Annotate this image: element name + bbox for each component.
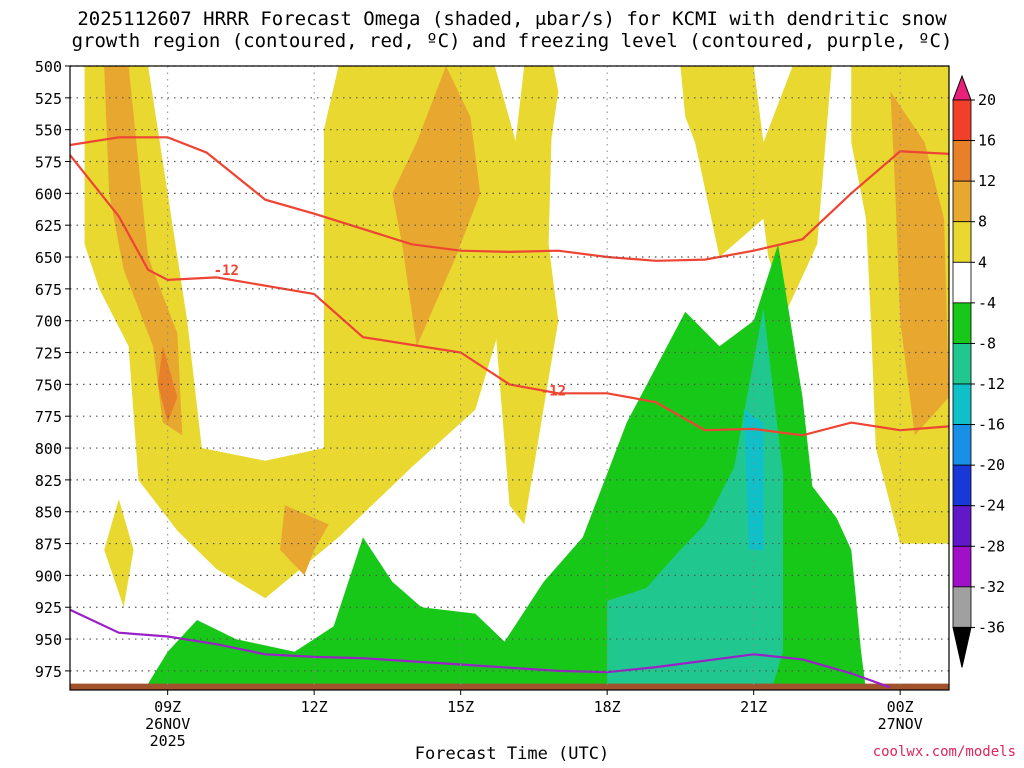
colorbar-segment — [952, 261, 972, 304]
omega-region-7 — [280, 505, 329, 576]
y-tick-label: 875 — [35, 536, 62, 554]
colorbar-segment — [952, 505, 972, 547]
y-tick-label: 675 — [35, 281, 62, 299]
omega-region-6 — [392, 66, 481, 347]
colorbar-label: 4 — [978, 253, 987, 271]
dgz-upper-contour — [70, 136, 949, 262]
ground-strip — [70, 683, 949, 690]
colorbar-label: -24 — [978, 497, 1005, 515]
y-tick-label: 725 — [35, 345, 62, 363]
colorbar-label: -16 — [978, 416, 1005, 434]
x-tick-label: 00Z — [887, 698, 914, 716]
y-tick-label: 825 — [35, 472, 62, 490]
y-tick-label: 925 — [35, 599, 62, 617]
omega-region-5 — [104, 66, 183, 436]
colorbar-segment — [952, 464, 972, 507]
omega-region-1 — [494, 66, 559, 525]
colorbar-segment — [952, 140, 972, 182]
colorbar-label: 16 — [978, 132, 996, 150]
y-tick-label: 575 — [35, 154, 62, 172]
colorbar-segment — [952, 545, 972, 588]
colorbar-label: -36 — [978, 618, 1005, 636]
omega-region-11 — [607, 308, 783, 684]
chart-title: 2025112607 HRRR Forecast Omega (shaded, … — [0, 8, 1024, 52]
x-tick-label: 15Z — [447, 698, 474, 716]
y-tick-label: 750 — [35, 376, 62, 394]
colorbar-label: 12 — [978, 172, 996, 190]
dgz-contour-label: -12 — [214, 263, 239, 279]
dgz-contour-label: -12 — [541, 384, 566, 400]
y-tick-label: 625 — [35, 217, 62, 235]
y-tick-label: 525 — [35, 90, 62, 108]
y-tick-label: 775 — [35, 408, 62, 426]
omega-region-8 — [890, 91, 949, 436]
omega-region-3 — [680, 66, 832, 308]
title-line-1: 2025112607 HRRR Forecast Omega (shaded, … — [77, 8, 947, 30]
colorbar-segment — [952, 586, 972, 628]
colorbar-segment — [952, 343, 972, 385]
plot-frame — [69, 65, 950, 691]
colorbar-label: 8 — [978, 213, 987, 231]
colorbar-segment — [952, 221, 972, 263]
colorbar-label: -12 — [978, 375, 1005, 393]
colorbar-label: -32 — [978, 578, 1005, 596]
y-tick-label: 800 — [35, 440, 62, 458]
colorbar-top-arrow — [952, 74, 972, 101]
y-tick-label: 850 — [35, 504, 62, 522]
colorbar-label: -20 — [978, 456, 1005, 474]
colorbar-segment — [952, 302, 972, 344]
x-tick-date: 26NOV — [145, 715, 190, 733]
y-tick-label: 900 — [35, 567, 62, 585]
colorbar: 20 16 12 8 4 -4 -8 -12 -16 -20 -24 -28 -32 -36 — [952, 74, 1005, 668]
colorbar-bottom-arrow — [952, 626, 972, 668]
x-tick-label: 18Z — [594, 698, 621, 716]
x-tick-label: 21Z — [740, 698, 767, 716]
y-tick-label: 700 — [35, 313, 62, 331]
grid — [70, 65, 949, 690]
y-tick-label: 650 — [35, 249, 62, 267]
colorbar-label: -28 — [978, 537, 1005, 555]
colorbar-label: 20 — [978, 91, 996, 109]
y-tick-label: 950 — [35, 631, 62, 649]
y-tick-label: 975 — [35, 663, 62, 681]
plot-area: -12 -12 — [70, 65, 949, 690]
colorbar-segment — [952, 180, 972, 223]
y-tick-label: 600 — [35, 185, 62, 203]
colorbar-segment — [952, 99, 972, 141]
omega-region-2 — [104, 499, 134, 608]
x-tick-date: 27NOV — [878, 715, 923, 733]
colorbar-segment — [952, 383, 972, 425]
colorbar-label: -8 — [978, 334, 996, 352]
title-line-2: growth region (contoured, red, ºC) and f… — [71, 30, 953, 52]
colorbar-label: -4 — [978, 294, 996, 312]
y-tick-label: 550 — [35, 122, 62, 140]
colorbar-segment — [952, 424, 972, 466]
y-tick-label: 500 — [35, 58, 62, 76]
axes: 500 525 550 575 600 625 650 675 700 725 750 775 800 8… — [35, 58, 950, 750]
x-tick-label: 09Z — [154, 698, 181, 716]
x-tick-year: 2025 — [150, 732, 186, 750]
x-axis-label: Forecast Time (UTC) — [414, 744, 610, 764]
site-credit: coolwx.com/models — [872, 744, 1016, 760]
shaded-fields: -12 -12 — [70, 66, 949, 690]
dgz-lower-contour — [70, 154, 949, 437]
x-tick-label: 12Z — [301, 698, 328, 716]
